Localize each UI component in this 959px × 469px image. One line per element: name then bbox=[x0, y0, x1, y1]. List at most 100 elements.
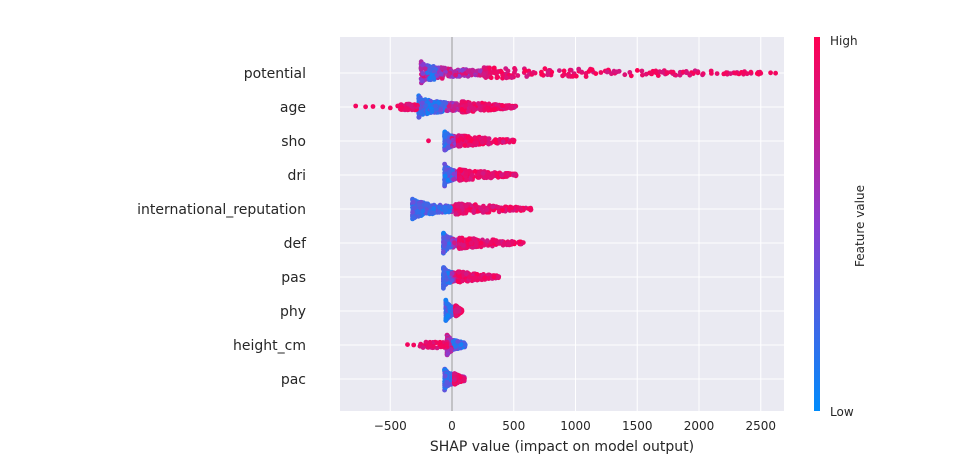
shap-point bbox=[684, 70, 690, 76]
shap-point bbox=[410, 215, 416, 220]
feature-label: potential bbox=[244, 66, 306, 82]
x-tick-label: 2000 bbox=[684, 419, 715, 433]
shap-point bbox=[660, 69, 665, 75]
shap-point bbox=[604, 69, 610, 75]
shap-point bbox=[495, 74, 501, 80]
shap-point bbox=[542, 66, 548, 72]
shap-point bbox=[423, 103, 428, 108]
shap-point bbox=[418, 66, 424, 71]
shap-point bbox=[427, 343, 433, 349]
shap-point bbox=[539, 72, 544, 77]
shap-point bbox=[481, 72, 487, 77]
shap-point bbox=[622, 72, 628, 78]
shap-point bbox=[423, 202, 429, 208]
shap-point bbox=[494, 171, 500, 176]
x-tick-label: 0 bbox=[448, 419, 456, 433]
shap-point bbox=[486, 141, 491, 147]
shap-point bbox=[566, 73, 571, 79]
shap-point bbox=[472, 140, 478, 146]
shap-point bbox=[442, 134, 448, 140]
shap-point bbox=[741, 70, 746, 76]
shap-point bbox=[461, 376, 467, 382]
shap-point bbox=[419, 78, 425, 84]
shap-point bbox=[695, 70, 701, 76]
shap-point bbox=[561, 68, 567, 74]
shap-point bbox=[598, 70, 604, 75]
shap-point bbox=[491, 274, 497, 280]
shap-point bbox=[443, 100, 449, 106]
shap-point bbox=[456, 269, 462, 275]
shap-point bbox=[462, 143, 468, 148]
shap-point bbox=[773, 70, 778, 76]
shap-point bbox=[453, 344, 458, 349]
shap-point bbox=[410, 199, 416, 205]
shap-point bbox=[520, 240, 526, 246]
shap-point bbox=[429, 109, 435, 114]
shap-point bbox=[467, 274, 472, 280]
shap-point bbox=[465, 237, 471, 243]
colorbar-high-label: High bbox=[830, 34, 858, 48]
shap-point bbox=[459, 67, 465, 73]
x-tick-labels: −500 0 500 1000 1500 2000 2500 bbox=[374, 419, 776, 433]
shap-point bbox=[700, 71, 706, 77]
shap-point bbox=[446, 139, 452, 145]
shap-point bbox=[723, 70, 729, 76]
shap-point bbox=[457, 273, 462, 279]
feature-label: def bbox=[284, 236, 308, 252]
feature-label: sho bbox=[281, 134, 306, 150]
shap-point bbox=[436, 100, 441, 106]
shap-point bbox=[549, 69, 555, 75]
shap-point bbox=[478, 240, 484, 246]
shap-point bbox=[445, 144, 451, 150]
shap-point bbox=[480, 210, 486, 215]
shap-point bbox=[473, 243, 479, 249]
x-tick-label: 1000 bbox=[560, 419, 591, 433]
shap-point bbox=[500, 139, 506, 145]
shap-point bbox=[509, 75, 515, 80]
shap-point bbox=[495, 205, 501, 210]
shap-point bbox=[486, 136, 492, 142]
shap-point bbox=[573, 73, 579, 79]
shap-point bbox=[464, 203, 469, 209]
shap-point bbox=[512, 66, 517, 71]
shap-point bbox=[446, 103, 452, 109]
feature-label: age bbox=[280, 100, 306, 116]
shap-point bbox=[634, 68, 640, 73]
shap-point bbox=[433, 103, 438, 109]
shap-point bbox=[670, 69, 676, 75]
shap-point bbox=[524, 74, 530, 79]
shap-point bbox=[484, 106, 490, 112]
shap-point bbox=[458, 177, 463, 183]
shap-point bbox=[471, 236, 477, 242]
shap-point bbox=[627, 70, 633, 75]
x-tick-label: 2500 bbox=[745, 419, 776, 433]
shap-point bbox=[427, 67, 432, 73]
shap-point bbox=[471, 208, 477, 213]
shap-point bbox=[557, 68, 562, 73]
shap-point bbox=[449, 278, 455, 283]
shap-point bbox=[512, 70, 517, 75]
shap-point bbox=[640, 72, 645, 78]
shap-point bbox=[387, 105, 393, 111]
shap-point bbox=[567, 67, 573, 73]
feature-label: height_cm bbox=[233, 338, 306, 354]
shap-point bbox=[422, 66, 428, 72]
shap-point bbox=[473, 275, 478, 281]
shap-point bbox=[458, 168, 464, 174]
shap-point bbox=[405, 342, 410, 347]
shap-point bbox=[455, 279, 461, 284]
shap-point bbox=[486, 101, 492, 107]
shap-point bbox=[467, 176, 473, 182]
shap-point bbox=[758, 70, 764, 76]
shap-point bbox=[439, 343, 445, 349]
shap-point bbox=[478, 206, 484, 212]
shap-point bbox=[431, 206, 437, 211]
shap-point bbox=[733, 70, 739, 76]
shap-point bbox=[728, 71, 733, 76]
shap-point bbox=[457, 208, 462, 214]
shap-point bbox=[441, 279, 447, 285]
shap-point bbox=[415, 209, 420, 215]
shap-point bbox=[472, 135, 478, 141]
colorbar-title: Feature value bbox=[853, 185, 867, 267]
